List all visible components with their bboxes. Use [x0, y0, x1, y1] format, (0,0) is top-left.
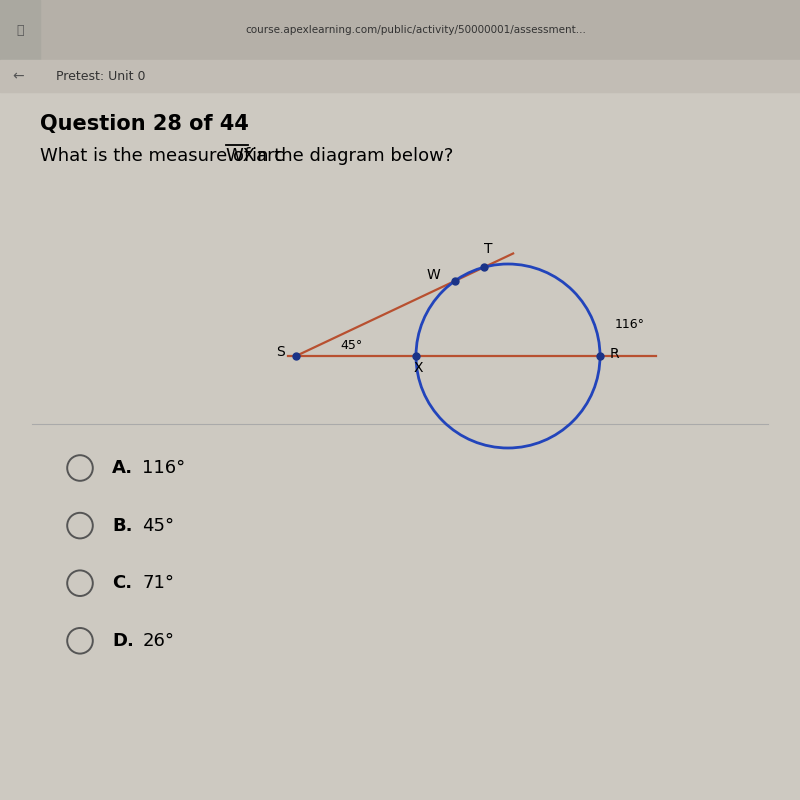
Text: What is the measure of arc: What is the measure of arc: [40, 147, 284, 165]
Text: 71°: 71°: [142, 574, 174, 592]
Text: in the diagram below?: in the diagram below?: [252, 147, 454, 165]
Text: Question 28 of 44: Question 28 of 44: [40, 114, 249, 134]
Text: ←: ←: [12, 69, 24, 83]
Text: S: S: [276, 345, 285, 359]
Text: C.: C.: [112, 574, 132, 592]
Text: 116°: 116°: [142, 459, 186, 477]
Bar: [0, 0, 40, 60]
Text: course.apexlearning.com/public/activity/50000001/assessment...: course.apexlearning.com/public/activity/…: [246, 26, 586, 35]
Text: WX: WX: [226, 147, 256, 165]
Text: 45°: 45°: [340, 338, 362, 352]
Text: D.: D.: [112, 632, 134, 650]
Bar: [0, 0, 800, 60]
Text: R: R: [610, 347, 619, 362]
Bar: [0, 60, 800, 92]
Text: W: W: [426, 268, 440, 282]
Text: B.: B.: [112, 517, 133, 534]
Text: T: T: [484, 242, 493, 256]
Bar: [0, 92, 800, 800]
Text: 45°: 45°: [142, 517, 174, 534]
Text: 🔒: 🔒: [16, 24, 24, 37]
Text: 26°: 26°: [142, 632, 174, 650]
Text: 116°: 116°: [614, 318, 645, 331]
Text: X: X: [414, 361, 423, 375]
Text: Pretest: Unit 0: Pretest: Unit 0: [56, 70, 146, 82]
Text: A.: A.: [112, 459, 133, 477]
